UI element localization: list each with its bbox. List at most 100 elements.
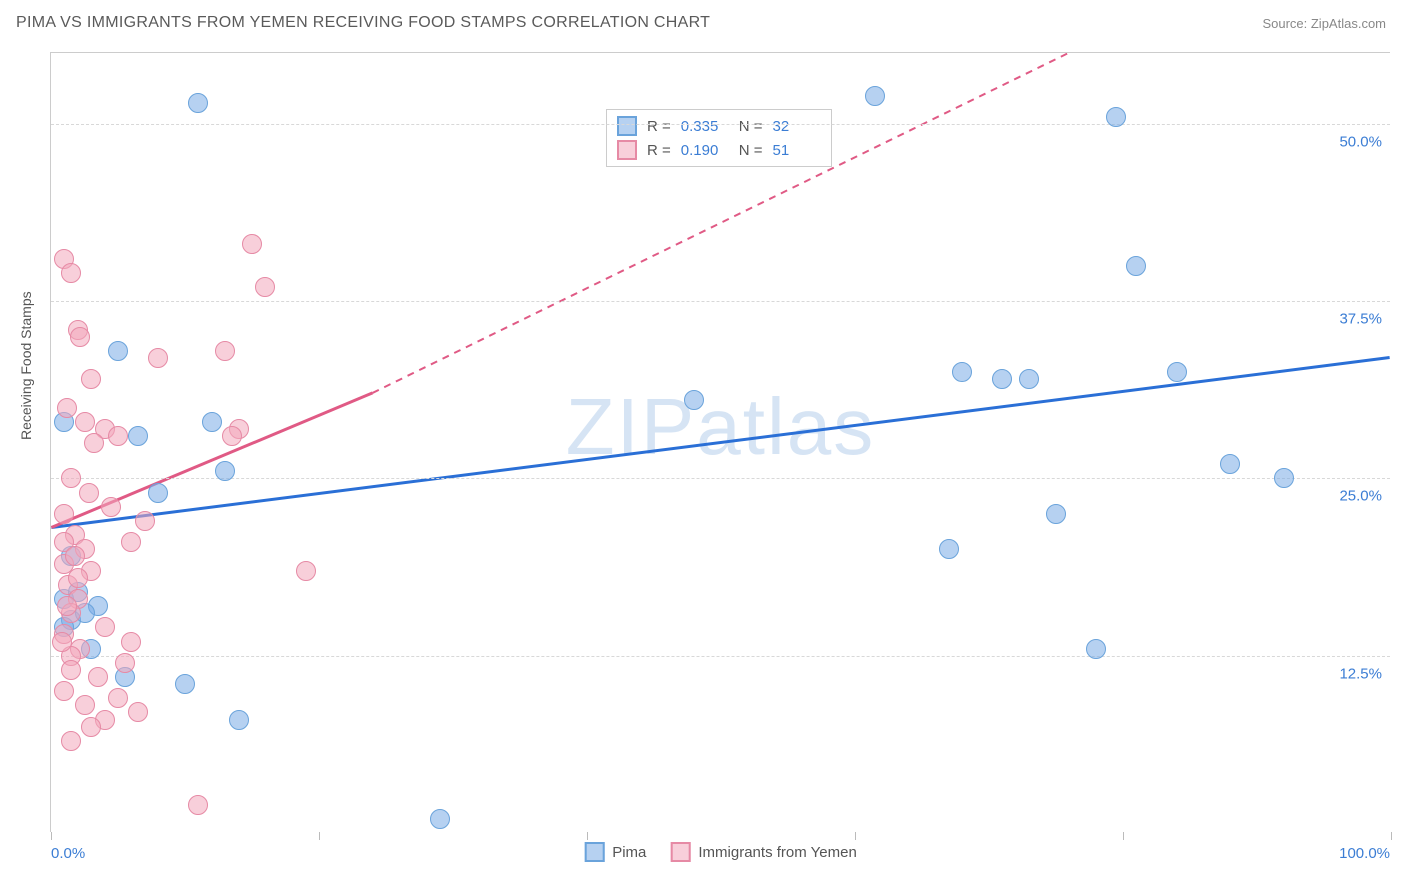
scatter-point	[135, 511, 155, 531]
scatter-point	[108, 341, 128, 361]
scatter-point	[1274, 468, 1294, 488]
x-tick	[319, 832, 320, 840]
scatter-point	[52, 632, 72, 652]
n-label: N =	[739, 118, 763, 135]
legend-correlation-row: R = 0.190 N = 51	[617, 138, 821, 162]
scatter-point	[128, 702, 148, 722]
scatter-point	[108, 426, 128, 446]
x-tick	[855, 832, 856, 840]
x-axis-min-label: 0.0%	[51, 845, 85, 862]
scatter-point	[1046, 504, 1066, 524]
x-axis-max-label: 100.0%	[1339, 845, 1390, 862]
source-label: Source: ZipAtlas.com	[1262, 16, 1386, 31]
legend-series-item: Immigrants from Yemen	[670, 842, 856, 862]
legend-series-label: Immigrants from Yemen	[698, 844, 856, 861]
x-tick	[1123, 832, 1124, 840]
scatter-point	[1086, 639, 1106, 659]
scatter-point	[952, 362, 972, 382]
legend-swatch	[617, 116, 637, 136]
scatter-point	[992, 369, 1012, 389]
y-tick-label: 50.0%	[1339, 133, 1382, 150]
scatter-point	[255, 277, 275, 297]
scatter-point	[121, 532, 141, 552]
scatter-point	[57, 398, 77, 418]
scatter-point	[61, 660, 81, 680]
scatter-point	[68, 568, 88, 588]
n-value: 51	[773, 142, 821, 159]
scatter-point	[57, 596, 77, 616]
scatter-point	[65, 546, 85, 566]
trend-lines-svg	[51, 53, 1390, 832]
scatter-point	[202, 412, 222, 432]
legend-series-item: Pima	[584, 842, 646, 862]
x-tick	[51, 832, 52, 840]
scatter-point	[684, 390, 704, 410]
scatter-point	[61, 468, 81, 488]
x-tick	[587, 832, 588, 840]
scatter-point	[175, 674, 195, 694]
scatter-point	[430, 809, 450, 829]
legend-correlation-row: R = 0.335 N = 32	[617, 114, 821, 138]
scatter-point	[215, 461, 235, 481]
scatter-point	[75, 412, 95, 432]
scatter-point	[84, 433, 104, 453]
scatter-point	[61, 731, 81, 751]
scatter-point	[148, 483, 168, 503]
y-tick-label: 12.5%	[1339, 665, 1382, 682]
r-value: 0.190	[681, 142, 729, 159]
scatter-point	[70, 327, 90, 347]
scatter-point	[1019, 369, 1039, 389]
n-label: N =	[739, 142, 763, 159]
grid-line	[51, 478, 1390, 479]
watermark: ZIPatlas	[566, 381, 875, 473]
plot-area: ZIPatlas R =0.335N =32R =0.190N =51 Pima…	[50, 52, 1390, 832]
scatter-point	[1220, 454, 1240, 474]
scatter-point	[148, 348, 168, 368]
scatter-point	[215, 341, 235, 361]
y-axis-title: Receiving Food Stamps	[18, 291, 34, 440]
y-tick-label: 37.5%	[1339, 311, 1382, 328]
scatter-point	[81, 717, 101, 737]
y-tick-label: 25.0%	[1339, 488, 1382, 505]
chart-title: PIMA VS IMMIGRANTS FROM YEMEN RECEIVING …	[16, 14, 710, 32]
scatter-point	[61, 263, 81, 283]
scatter-point	[81, 369, 101, 389]
legend-series-label: Pima	[612, 844, 646, 861]
grid-line	[51, 124, 1390, 125]
scatter-point	[101, 497, 121, 517]
title-bar: PIMA VS IMMIGRANTS FROM YEMEN RECEIVING …	[0, 0, 1406, 42]
scatter-point	[1106, 107, 1126, 127]
scatter-point	[75, 695, 95, 715]
scatter-point	[54, 681, 74, 701]
scatter-point	[121, 632, 141, 652]
grid-line	[51, 656, 1390, 657]
legend-correlation: R = 0.335 N = 32 R = 0.190 N = 51	[606, 109, 832, 167]
scatter-point	[296, 561, 316, 581]
n-value: 32	[773, 118, 821, 135]
legend-swatch	[584, 842, 604, 862]
r-value: 0.335	[681, 118, 729, 135]
scatter-point	[188, 795, 208, 815]
scatter-point	[229, 710, 249, 730]
scatter-point	[242, 234, 262, 254]
r-label: R =	[647, 118, 671, 135]
legend-swatch	[617, 140, 637, 160]
scatter-point	[54, 504, 74, 524]
scatter-point	[115, 653, 135, 673]
scatter-point	[95, 617, 115, 637]
scatter-point	[88, 667, 108, 687]
r-label: R =	[647, 142, 671, 159]
scatter-point	[79, 483, 99, 503]
scatter-point	[865, 86, 885, 106]
legend-series: Pima Immigrants from Yemen	[584, 842, 857, 862]
scatter-point	[939, 539, 959, 559]
scatter-point	[128, 426, 148, 446]
x-tick	[1391, 832, 1392, 840]
grid-line	[51, 301, 1390, 302]
legend-swatch	[670, 842, 690, 862]
scatter-point	[1167, 362, 1187, 382]
scatter-point	[188, 93, 208, 113]
scatter-point	[1126, 256, 1146, 276]
scatter-point	[108, 688, 128, 708]
scatter-point	[222, 426, 242, 446]
